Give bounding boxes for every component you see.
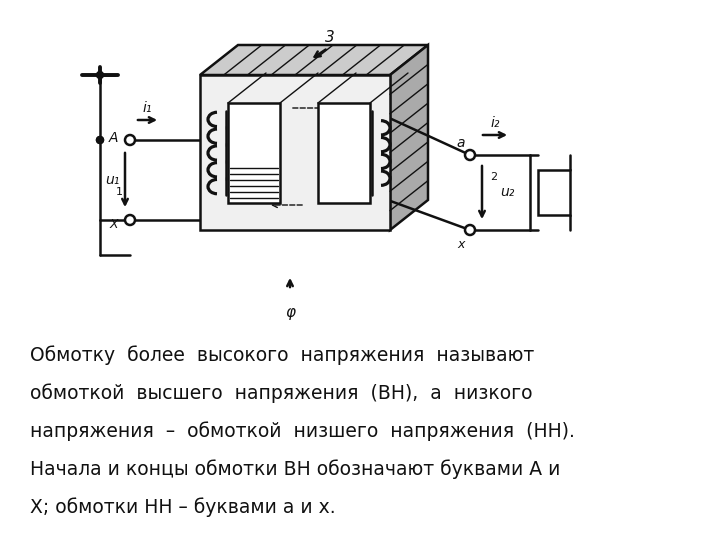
Text: Начала и концы обмотки ВН обозначают буквами А и: Начала и концы обмотки ВН обозначают бук… [30,459,560,478]
Polygon shape [200,75,390,230]
Polygon shape [228,103,280,203]
Circle shape [96,137,104,144]
Text: a: a [456,136,465,150]
Circle shape [465,150,475,160]
Text: u₂: u₂ [500,185,514,199]
Text: e₁: e₁ [238,137,251,150]
Polygon shape [538,170,570,215]
Text: Обмотку  более  высокого  напряжения  называют: Обмотку более высокого напряжения называ… [30,345,534,364]
Text: e₂: e₂ [238,157,251,170]
Text: напряжения  –  обмоткой  низшего  напряжения  (НН).: напряжения – обмоткой низшего напряжения… [30,421,575,441]
Text: 1: 1 [116,187,123,197]
Circle shape [96,137,104,144]
Circle shape [125,215,135,225]
Text: x: x [458,238,465,251]
Text: i₁: i₁ [143,101,152,115]
Polygon shape [200,45,428,75]
Text: X: X [109,218,118,231]
Text: u₁: u₁ [105,173,120,187]
Polygon shape [390,45,428,230]
Text: A: A [109,131,118,145]
Text: i₂: i₂ [490,116,500,130]
Text: обмоткой  высшего  напряжения  (ВН),  а  низкого: обмоткой высшего напряжения (ВН), а низк… [30,383,533,403]
Text: Х; обмотки НН – буквами а и х.: Х; обмотки НН – буквами а и х. [30,497,336,517]
Polygon shape [318,103,370,203]
Text: Z_н: Z_н [541,185,567,199]
Circle shape [96,71,104,78]
Text: φ: φ [285,306,295,321]
Circle shape [125,135,135,145]
Text: 3: 3 [325,30,335,45]
Circle shape [465,225,475,235]
Text: 2: 2 [490,172,497,182]
